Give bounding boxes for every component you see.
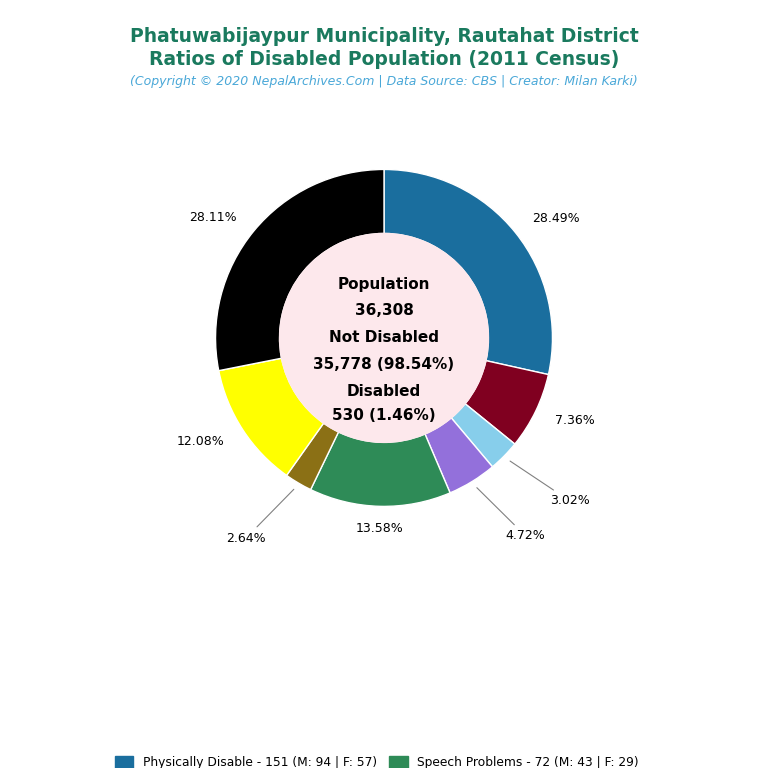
Text: 12.08%: 12.08% bbox=[177, 435, 224, 448]
Text: 2.64%: 2.64% bbox=[226, 489, 294, 545]
Wedge shape bbox=[465, 361, 548, 444]
Text: Ratios of Disabled Population (2011 Census): Ratios of Disabled Population (2011 Cens… bbox=[149, 50, 619, 69]
Text: Population: Population bbox=[338, 276, 430, 292]
Circle shape bbox=[280, 233, 488, 442]
Text: 4.72%: 4.72% bbox=[477, 488, 545, 542]
Text: 36,308: 36,308 bbox=[355, 303, 413, 319]
Text: Not Disabled: Not Disabled bbox=[329, 330, 439, 346]
Wedge shape bbox=[425, 418, 492, 493]
Text: 7.36%: 7.36% bbox=[555, 414, 595, 427]
Wedge shape bbox=[219, 358, 323, 475]
Text: 13.58%: 13.58% bbox=[356, 521, 403, 535]
Legend: Physically Disable - 151 (M: 94 | F: 57), Blind Only - 149 (M: 75 | F: 74), Deaf: Physically Disable - 151 (M: 94 | F: 57)… bbox=[114, 756, 654, 768]
Text: 28.49%: 28.49% bbox=[532, 212, 580, 225]
Text: 530 (1.46%): 530 (1.46%) bbox=[333, 408, 435, 423]
Text: 3.02%: 3.02% bbox=[510, 461, 590, 508]
Wedge shape bbox=[452, 404, 515, 467]
Wedge shape bbox=[310, 432, 450, 506]
Wedge shape bbox=[286, 423, 339, 489]
Text: (Copyright © 2020 NepalArchives.Com | Data Source: CBS | Creator: Milan Karki): (Copyright © 2020 NepalArchives.Com | Da… bbox=[130, 75, 638, 88]
Text: Phatuwabijaypur Municipality, Rautahat District: Phatuwabijaypur Municipality, Rautahat D… bbox=[130, 27, 638, 46]
Wedge shape bbox=[216, 170, 384, 371]
Text: Disabled: Disabled bbox=[347, 384, 421, 399]
Text: 28.11%: 28.11% bbox=[189, 210, 237, 223]
Wedge shape bbox=[384, 170, 552, 375]
Text: 35,778 (98.54%): 35,778 (98.54%) bbox=[313, 357, 455, 372]
